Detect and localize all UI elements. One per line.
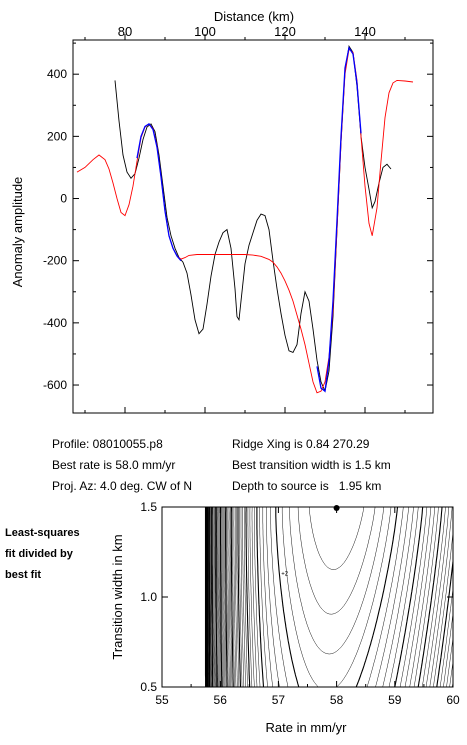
bottom-x-tick-label: 60: [446, 693, 460, 707]
best-fit-point: [333, 505, 340, 511]
top-x-axis-label: Distance (km): [214, 9, 294, 24]
bottom-x-tick-label: 55: [155, 693, 169, 707]
contour-line: [249, 507, 435, 687]
contour-lines: [204, 507, 453, 687]
info-proj-az: Proj. Az: 4.0 deg. CW of N: [52, 479, 192, 493]
contour-line: [289, 507, 384, 655]
contour-line: [309, 507, 365, 570]
contour-line: [216, 507, 219, 687]
contour-line: [219, 507, 222, 687]
contour-line: [215, 507, 218, 687]
bottom-y-ticks: 0.5 1.0 1.5: [140, 500, 453, 694]
bottom-x-tick-label: 59: [388, 693, 402, 707]
series-line-blue: [136, 123, 182, 262]
contour-line: [210, 507, 213, 687]
contour-line: [219, 507, 223, 687]
bottom-y-tick-label: 0.5: [140, 680, 157, 694]
contour-line: [270, 507, 404, 687]
side-note-line-1: Least-squares: [5, 527, 80, 539]
contour-line: [242, 507, 450, 687]
bottom-x-ticks: 55 56 57 58 59 60: [155, 507, 460, 707]
info-best-rate: Best rate is 58.0 mm/yr: [52, 458, 175, 472]
top-x-tick-label: 140: [354, 24, 376, 39]
contour-line: [251, 507, 432, 687]
top-plot-frame: [72, 39, 434, 414]
side-note-line-2: fit divided by: [5, 548, 74, 560]
info-block: Profile: 08010055.p8 Best rate is 58.0 m…: [52, 437, 391, 493]
bottom-x-tick-label: 58: [330, 693, 344, 707]
contour-label: +2: [281, 571, 289, 577]
side-note-line-3: best fit: [5, 569, 41, 581]
contour-line: [237, 507, 453, 687]
contour-line: [266, 507, 409, 687]
bottom-y-tick-label: 1.5: [140, 500, 157, 514]
top-y-tick-label: 0: [60, 192, 67, 206]
anomaly-chart: Distance (km) Anomaly amplitude 80 100 120…: [10, 9, 434, 414]
bottom-y-axis-label: Transition width in km: [110, 534, 125, 659]
contour-line: [281, 507, 392, 687]
top-x-tick-label: 80: [118, 24, 132, 39]
contour-line: [223, 507, 226, 687]
side-note: Least-squares fit divided by best fit: [5, 527, 80, 581]
contour-line: [213, 507, 216, 687]
bottom-x-tick-label: 57: [272, 693, 286, 707]
top-y-tick-label: -600: [43, 378, 67, 392]
top-y-tick-label: 400: [47, 67, 67, 81]
contour-line: [240, 507, 453, 687]
contour-line: [226, 507, 229, 687]
contour-line: [222, 507, 225, 687]
contour-line: [228, 507, 231, 687]
contour-line: [225, 507, 228, 687]
info-profile: Profile: 08010055.p8: [52, 437, 163, 451]
contour-line: [259, 507, 419, 687]
top-y-ticks: 400 200 0 -200 -400 -600: [43, 42, 433, 392]
contour-line: [229, 507, 233, 687]
contour-line: [236, 507, 453, 687]
top-y-tick-label: -400: [43, 316, 67, 330]
contour-line: [213, 507, 215, 687]
top-y-axis-label: Anomaly amplitude: [10, 177, 25, 288]
top-series: [76, 44, 414, 394]
series-line-blue: [316, 46, 362, 393]
contour-line: [275, 507, 399, 687]
top-x-ticks: 80 100 120 140: [84, 24, 406, 413]
contour-line: [262, 507, 414, 687]
contour-line: [247, 507, 439, 687]
info-ridge-xing: Ridge Xing is 0.84 270.29: [232, 437, 370, 451]
contour-line: [212, 507, 214, 687]
contour-line: [211, 507, 214, 687]
contour-line: [230, 507, 453, 687]
contour-line: [209, 507, 211, 687]
series-line-red: [76, 48, 414, 394]
top-x-tick-label: 100: [194, 24, 216, 39]
top-y-tick-label: 200: [47, 129, 67, 143]
top-x-tick-label: 120: [274, 24, 296, 39]
contour-line: [244, 507, 446, 687]
contour-line: [239, 507, 453, 687]
contour-line: [210, 507, 212, 687]
contour-line: [221, 507, 224, 687]
contour-line: [227, 507, 230, 687]
top-y-tick-label: -200: [43, 254, 67, 268]
info-transition-width: Best transition width is 1.5 km: [232, 458, 391, 472]
contour-line: [297, 507, 376, 615]
contour-line: [254, 507, 428, 687]
contour-line: [214, 507, 217, 687]
bottom-y-tick-label: 1.0: [140, 590, 157, 604]
contour-chart: 55 56 57 58 59 60 0.51.01.5 +2 Rate in mm/yr …: [110, 500, 460, 735]
contour-line: [217, 507, 220, 687]
bottom-x-tick-label: 56: [214, 693, 228, 707]
contour-line: [256, 507, 424, 687]
contour-line: [234, 507, 453, 687]
info-depth: Depth to source is 1.95 km: [232, 479, 381, 493]
bottom-x-axis-label: Rate in mm/yr: [266, 720, 348, 735]
contour-line: [224, 507, 227, 687]
contour-line: [232, 507, 453, 687]
series-line-black: [114, 44, 392, 393]
